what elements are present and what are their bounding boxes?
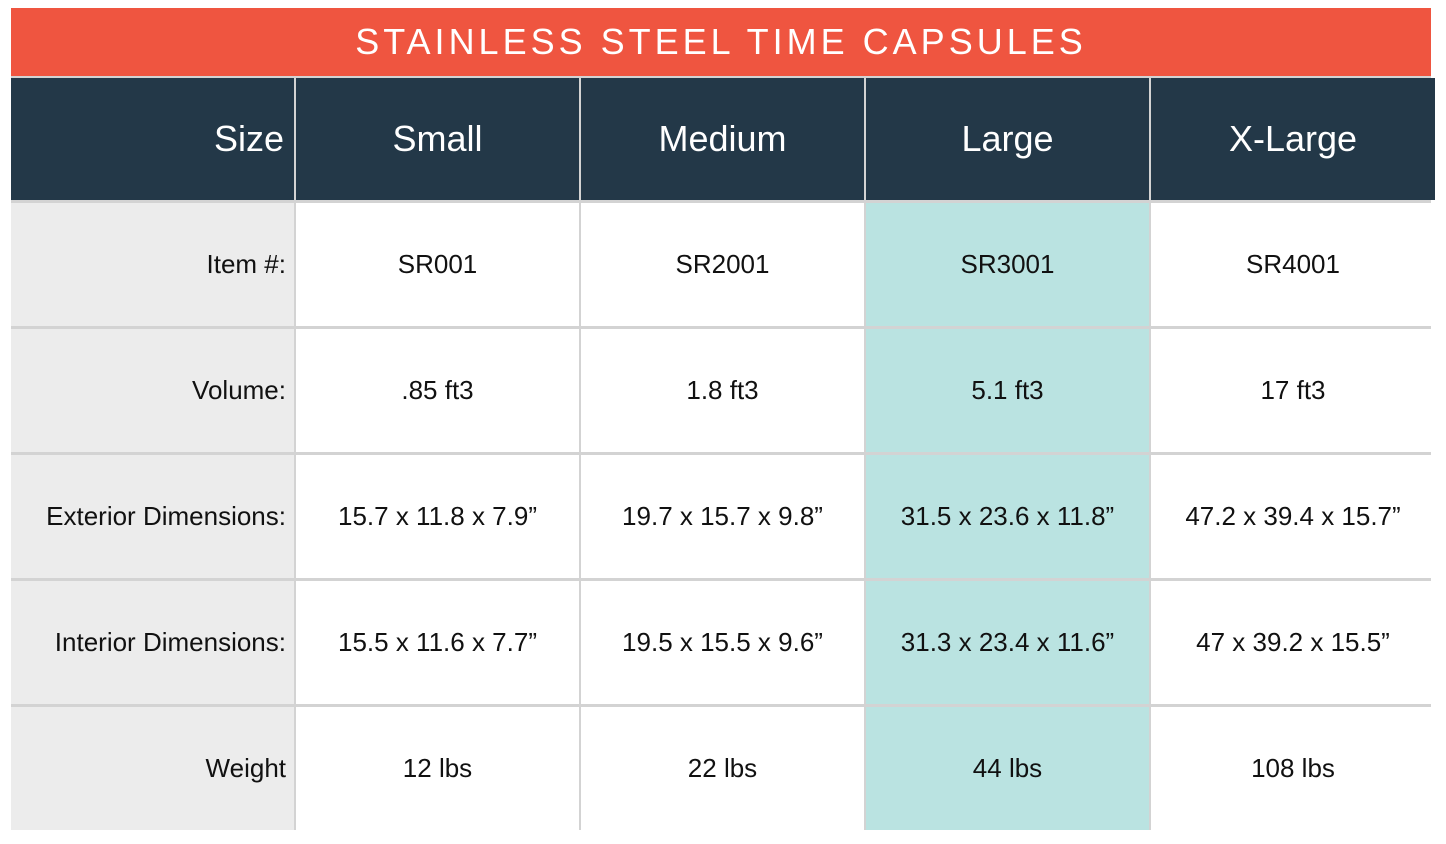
row-label-interior-dimensions: Interior Dimensions: bbox=[11, 581, 294, 704]
cell-item-medium: SR2001 bbox=[581, 203, 864, 326]
cell-exterior-medium: 19.7 x 15.7 x 9.8” bbox=[581, 455, 864, 578]
header-x-large: X-Large bbox=[1151, 78, 1435, 200]
cell-weight-large: 44 lbs bbox=[866, 707, 1149, 830]
cell-item-small: SR001 bbox=[296, 203, 579, 326]
cell-exterior-x-large: 47.2 x 39.4 x 15.7” bbox=[1151, 455, 1435, 578]
cell-interior-large: 31.3 x 23.4 x 11.6” bbox=[866, 581, 1149, 704]
cell-interior-x-large: 47 x 39.2 x 15.5” bbox=[1151, 581, 1435, 704]
capsule-table: STAINLESS STEEL TIME CAPSULES Size Small… bbox=[11, 8, 1435, 830]
cell-exterior-large: 31.5 x 23.6 x 11.8” bbox=[866, 455, 1149, 578]
cell-volume-medium: 1.8 ft3 bbox=[581, 329, 864, 452]
cell-weight-medium: 22 lbs bbox=[581, 707, 864, 830]
cell-weight-x-large: 108 lbs bbox=[1151, 707, 1435, 830]
cell-volume-large: 5.1 ft3 bbox=[866, 329, 1149, 452]
header-large: Large bbox=[866, 78, 1149, 200]
row-label-volume: Volume: bbox=[11, 329, 294, 452]
row-label-weight: Weight bbox=[11, 707, 294, 830]
cell-item-x-large: SR4001 bbox=[1151, 203, 1435, 326]
cell-exterior-small: 15.7 x 11.8 x 7.9” bbox=[296, 455, 579, 578]
cell-interior-medium: 19.5 x 15.5 x 9.6” bbox=[581, 581, 864, 704]
header-size-label: Size bbox=[11, 78, 294, 200]
cell-volume-small: .85 ft3 bbox=[296, 329, 579, 452]
cell-weight-small: 12 lbs bbox=[296, 707, 579, 830]
cell-volume-x-large: 17 ft3 bbox=[1151, 329, 1435, 452]
table-title: STAINLESS STEEL TIME CAPSULES bbox=[11, 8, 1431, 76]
row-label-exterior-dimensions: Exterior Dimensions: bbox=[11, 455, 294, 578]
row-label-item-number: Item #: bbox=[11, 203, 294, 326]
header-medium: Medium bbox=[581, 78, 864, 200]
cell-item-large: SR3001 bbox=[866, 203, 1149, 326]
spec-grid: Size Small Medium Large X-Large Item #: … bbox=[11, 78, 1435, 830]
cell-interior-small: 15.5 x 11.6 x 7.7” bbox=[296, 581, 579, 704]
header-small: Small bbox=[296, 78, 579, 200]
